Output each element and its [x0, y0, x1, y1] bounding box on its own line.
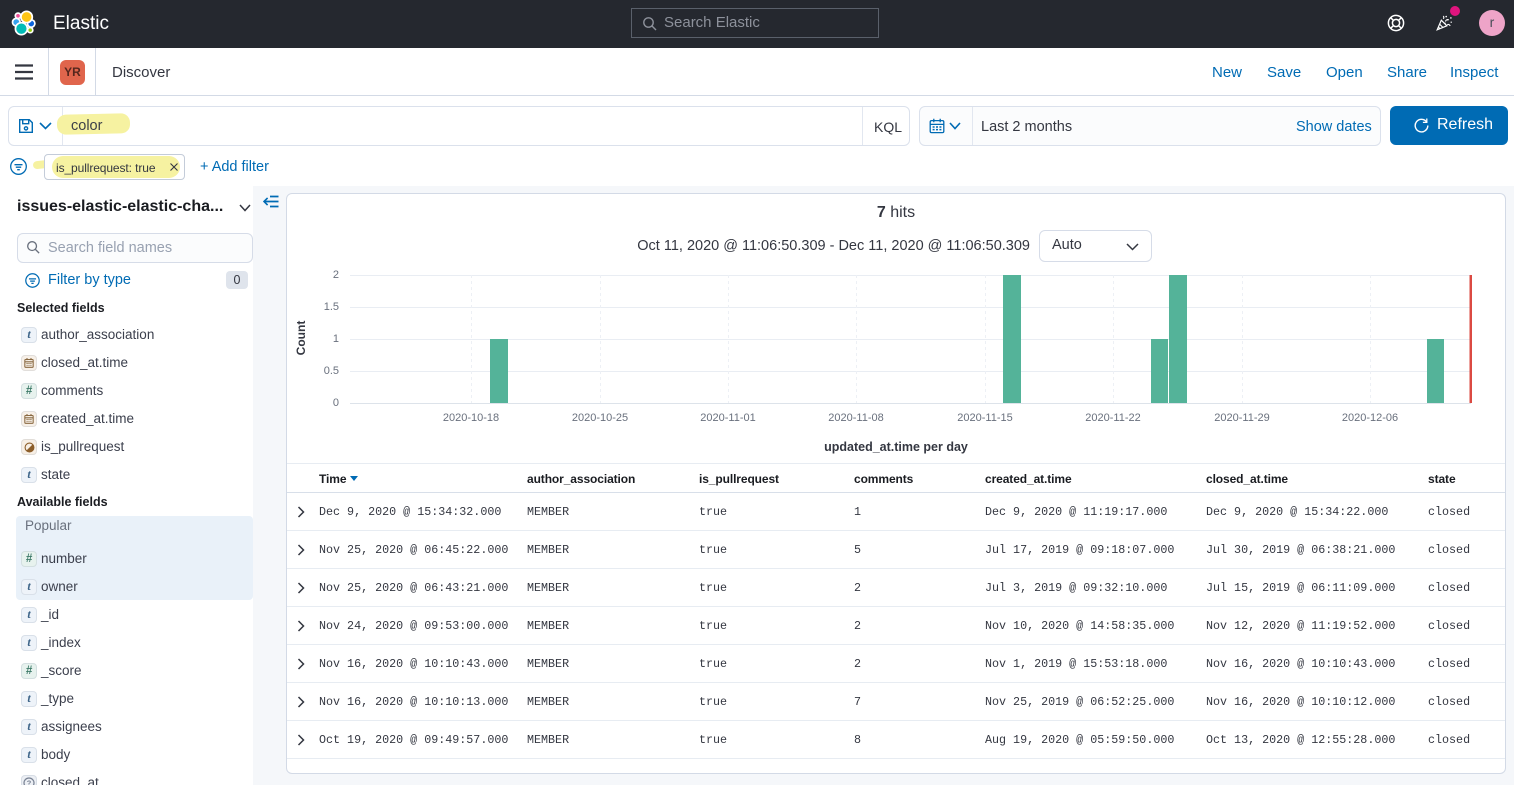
svg-text:?: ?: [27, 779, 32, 785]
